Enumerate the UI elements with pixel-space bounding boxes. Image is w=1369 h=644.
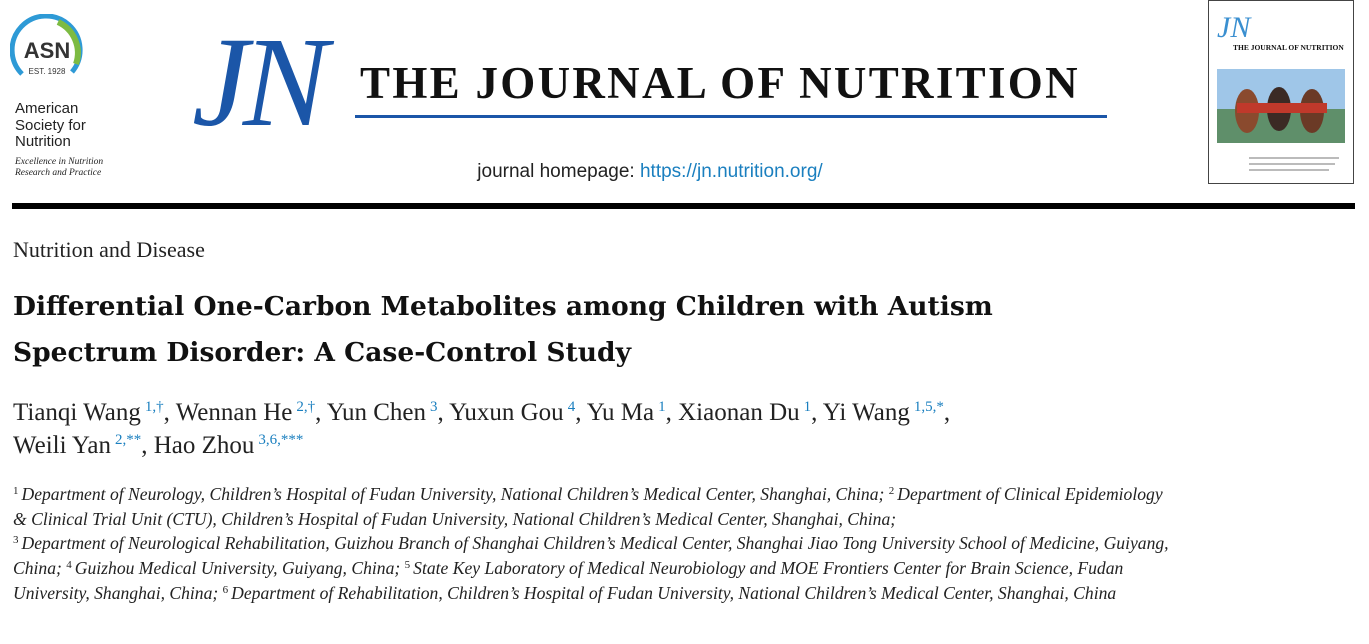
homepage-link[interactable]: https://jn.nutrition.org/ [639,161,823,182]
cover-title: THE JOURNAL OF NUTRITION [1233,43,1344,52]
homepage-label: journal homepage: [477,161,635,182]
author-name: Yu Ma [586,399,655,426]
author-name: Yun Chen [326,399,427,426]
homepage: journal homepage: https://jn.nutrition.o… [0,161,1300,183]
header-rule [12,203,1355,209]
author-name: Tianqi Wang [13,399,141,426]
author-name: Yuxun Gou [449,399,564,426]
cover-text-lines [1249,157,1339,171]
separator: , [437,399,444,426]
author-affiliation: 1,† [144,399,164,415]
affiliation-text: Department of Rehabilitation, Children’s… [231,582,1117,603]
author-name: Wennan He [175,399,293,426]
author-name: Xiaonan Du [678,399,800,426]
separator: , [575,399,582,426]
article-title: Differential One-Carbon Metabolites amon… [13,291,993,368]
author-affiliation: 4 [567,399,576,415]
affiliation-number: 5 [404,559,411,572]
cover-abbrev: JN [1217,11,1251,44]
asn-logo: ASN EST. 1928 [10,14,83,76]
society-name: American Society for Nutrition [15,100,86,150]
separator: , [315,399,322,426]
society-tagline: Excellence in Nutrition Research and Pra… [15,157,104,178]
journal-title: THE JOURNAL OF NUTRITION [360,58,1080,108]
affiliation-text: Department of Clinical Epidemiology & Cl… [13,484,1163,529]
separator: , [163,399,170,426]
author-affiliation: 3,6,*** [258,432,304,448]
author-affiliation: 1 [803,399,812,415]
affiliation-number: 3 [13,534,19,547]
affiliation-number: 2 [888,485,895,497]
journal-cover[interactable]: JN THE JOURNAL OF NUTRITION [1208,0,1354,184]
author-affiliation: 3 [430,399,438,415]
separator: , [665,399,672,426]
affiliation-number: 6 [222,583,229,596]
affiliation-text: Guizhou Medical University, Guiyang, Chi… [74,558,401,579]
author-name: Yi Wang [822,399,910,426]
article-section: Nutrition and Disease [13,237,205,262]
affiliation-number: 1 [13,485,19,497]
author-name: Hao Zhou [153,432,255,459]
separator: , [943,399,951,426]
title-underline [355,115,1107,118]
logo-text: ASN [24,38,70,63]
affiliation-text: Department of Neurology, Children’s Hosp… [21,484,885,504]
journal-abbrev: JN [192,11,328,153]
author-list: Tianqi Wang 1,†, Wennan He 2,†, Yun Chen 3,… [13,396,1213,462]
author-affiliation: 2,† [296,399,316,415]
affiliation-number: 4 [66,559,72,572]
author-affiliation: 1,5,* [913,399,944,415]
logo-arc [56,19,81,65]
author-name: Weili Yan [13,432,111,459]
cover-photo [1217,69,1345,143]
affiliation-list: 1 Department of Neurology, Children’s Hos… [13,482,1178,606]
affiliation-text: Department of Neurological Rehabilitatio… [13,533,1169,579]
separator: , [811,399,818,426]
affiliation-text: State Key Laboratory of Medical Neurobio… [13,558,1124,603]
logo-est: EST. 1928 [29,67,66,76]
author-affiliation: 2,** [115,432,142,448]
separator: , [141,432,148,459]
author-affiliation: 1 [658,399,666,415]
